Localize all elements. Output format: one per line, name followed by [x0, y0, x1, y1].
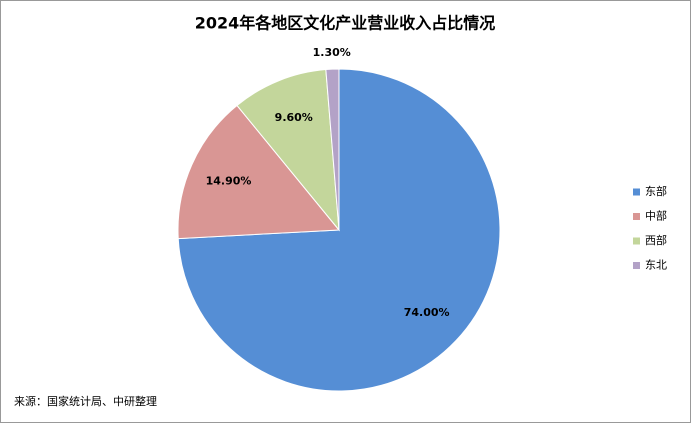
legend-swatch — [633, 237, 640, 245]
data-label: 9.60% — [275, 111, 313, 124]
pie-slice — [236, 68, 340, 232]
legend-label: 东北 — [645, 259, 667, 272]
data-label: 1.30% — [313, 46, 351, 59]
legend-swatch — [633, 213, 640, 220]
legend-label: 中部 — [645, 209, 667, 223]
legend-label: 西部 — [645, 233, 667, 247]
legend-swatch — [633, 262, 640, 269]
legend-label: 东部 — [645, 184, 667, 198]
chart-title: 2024年各地区文化产业营业收入占比情况 — [195, 14, 496, 33]
source-note: 来源：国家统计局、中研整理 — [14, 394, 157, 408]
data-label: 74.00% — [404, 306, 450, 319]
legend-swatch — [633, 188, 640, 196]
data-label: 14.90% — [206, 174, 252, 187]
pie-slice — [325, 68, 340, 231]
pie-slice — [177, 104, 341, 240]
